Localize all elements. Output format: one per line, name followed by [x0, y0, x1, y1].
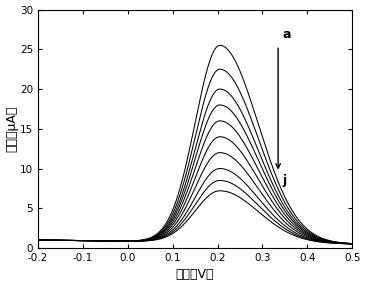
Text: a: a [283, 28, 291, 42]
X-axis label: 电位（V）: 电位（V） [176, 268, 214, 282]
Y-axis label: 电流（μA）: 电流（μA） [5, 106, 19, 152]
Text: j: j [283, 174, 287, 187]
